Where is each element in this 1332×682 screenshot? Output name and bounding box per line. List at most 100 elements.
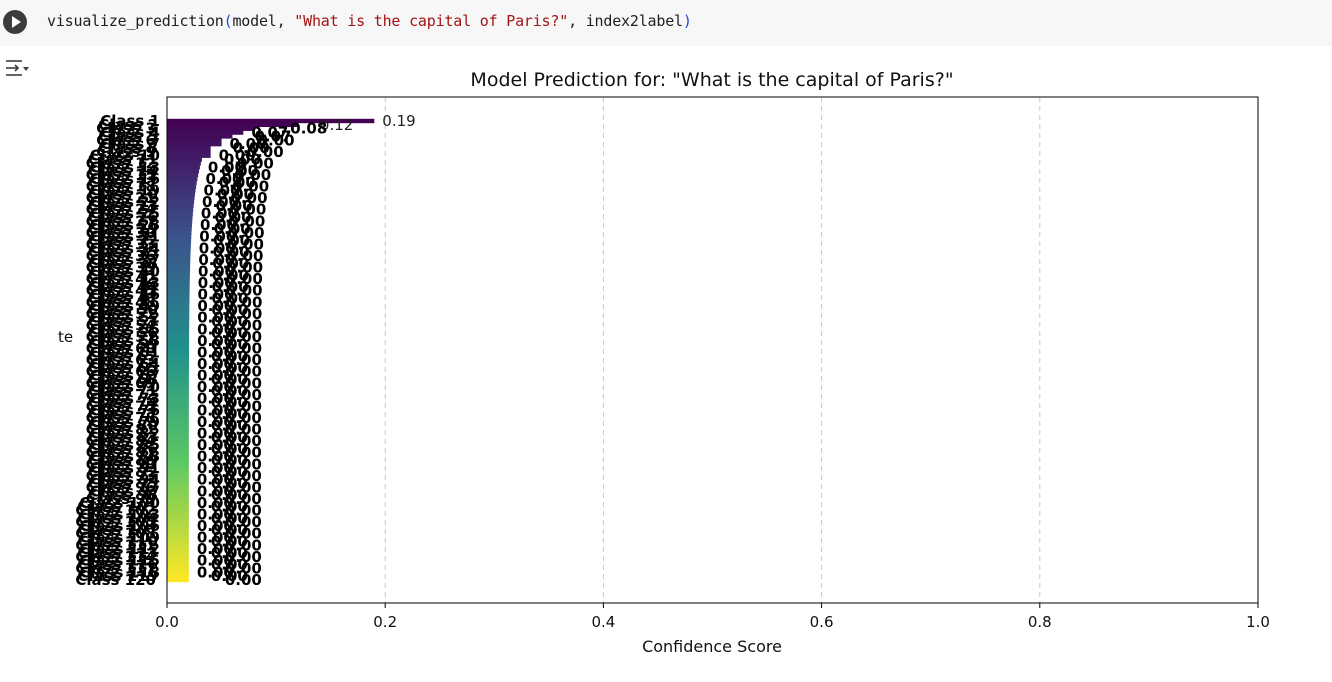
bar-58 bbox=[167, 342, 190, 347]
bar-72 bbox=[167, 396, 189, 401]
bar-60 bbox=[167, 350, 190, 355]
y-tick-label-6: Class 7 bbox=[100, 135, 160, 153]
bar-46 bbox=[167, 296, 190, 301]
value-label-15: 0.00 bbox=[205, 170, 242, 188]
value-label-96: 0.00 bbox=[197, 482, 234, 500]
bar-90 bbox=[167, 465, 189, 471]
code-open-paren: ( bbox=[223, 12, 233, 30]
value-label-10: 0.00 bbox=[224, 151, 261, 169]
value-label-14: 0.00 bbox=[234, 166, 271, 184]
bar-70 bbox=[167, 388, 189, 394]
value-label-88: 0.00 bbox=[211, 451, 248, 469]
bar-92 bbox=[167, 473, 189, 479]
y-tick-label-96: Class 97 bbox=[90, 482, 160, 500]
y-tick-label-22: Class 23 bbox=[88, 197, 158, 215]
value-label-76: 0.00 bbox=[211, 405, 248, 423]
y-tick-label-95: Class 96 bbox=[86, 478, 156, 496]
bar-99 bbox=[167, 500, 189, 506]
bar-51 bbox=[167, 315, 190, 320]
bar-84 bbox=[167, 442, 189, 448]
value-label-22: 0.00 bbox=[216, 197, 253, 215]
bar-59 bbox=[167, 346, 190, 351]
value-label-65: 0.00 bbox=[225, 363, 262, 381]
value-label-5: 0.00 bbox=[258, 131, 295, 149]
bar-54 bbox=[167, 327, 190, 332]
bar-77 bbox=[167, 415, 189, 421]
value-label-48: 0.00 bbox=[197, 297, 234, 315]
bar-97 bbox=[167, 492, 189, 498]
value-label-74: 0.00 bbox=[225, 397, 262, 415]
y-tick-label-99: Class 100 bbox=[79, 494, 160, 512]
value-label-61: 0.00 bbox=[211, 347, 248, 365]
output-toggle-button[interactable] bbox=[4, 58, 30, 80]
value-label-104: 0.00 bbox=[225, 513, 262, 531]
bar-81 bbox=[167, 431, 189, 436]
bar-33 bbox=[167, 246, 191, 251]
y-tick-label-94: Class 95 bbox=[88, 475, 158, 493]
y-tick-label-80: Class 81 bbox=[86, 421, 156, 439]
y-tick-label-81: Class 82 bbox=[90, 424, 160, 442]
bar-104 bbox=[167, 519, 189, 525]
bar-64 bbox=[167, 365, 189, 371]
y-tick-label-58: Class 59 bbox=[88, 336, 158, 354]
code-line[interactable]: visualize_prediction(model, "What is the… bbox=[47, 12, 692, 30]
y-tick-label-71: Class 72 bbox=[86, 386, 156, 404]
x-tick-label-4: 0.8 bbox=[1028, 613, 1052, 631]
value-label-18: 0.00 bbox=[204, 181, 241, 199]
value-label-109: 0.00 bbox=[211, 532, 248, 550]
y-tick-label-56: Class 57 bbox=[86, 328, 156, 346]
y-tick-label-11: Class 12 bbox=[86, 154, 156, 172]
bar-19 bbox=[167, 192, 196, 197]
value-label-46: 0.00 bbox=[211, 289, 248, 307]
value-label-72: 0.00 bbox=[197, 390, 234, 408]
y-tick-label-109: Class 110 bbox=[77, 532, 158, 550]
value-label-107: 0.00 bbox=[225, 525, 262, 543]
y-tick-label-82: Class 83 bbox=[88, 428, 158, 446]
value-label-51: 0.00 bbox=[197, 309, 234, 327]
y-tick-label-75: Class 76 bbox=[90, 401, 160, 419]
bar-20 bbox=[167, 195, 195, 201]
bar-96 bbox=[167, 489, 189, 494]
bar-102 bbox=[167, 512, 189, 517]
bar-17 bbox=[167, 184, 197, 189]
y-tick-label-49: Class 50 bbox=[88, 301, 158, 319]
bar-103 bbox=[167, 516, 189, 521]
code-string-arg: "What is the capital of Paris?" bbox=[294, 12, 569, 30]
bar-47 bbox=[167, 300, 190, 305]
x-axis-label: Confidence Score bbox=[642, 637, 782, 656]
code-cell[interactable]: visualize_prediction(model, "What is the… bbox=[0, 0, 1332, 46]
bar-66 bbox=[167, 373, 189, 378]
bar-63 bbox=[167, 361, 189, 367]
y-tick-label-48: Class 49 bbox=[90, 297, 160, 315]
value-label-119: 0.00 bbox=[225, 571, 262, 589]
y-tick-label-77: Class 78 bbox=[86, 409, 156, 427]
x-tick-label-3: 0.6 bbox=[810, 613, 834, 631]
y-tick-label-14: Class 15 bbox=[86, 166, 156, 184]
bar-98 bbox=[167, 496, 189, 502]
value-label-52: 0.00 bbox=[211, 313, 248, 331]
y-tick-label-55: Class 56 bbox=[88, 324, 158, 342]
value-label-53: 0.00 bbox=[225, 316, 262, 334]
bar-88 bbox=[167, 458, 189, 463]
value-label-25: 0.00 bbox=[215, 208, 252, 226]
bar-89 bbox=[167, 462, 189, 467]
bar-22 bbox=[167, 203, 194, 209]
value-label-6: 0.00 bbox=[230, 135, 267, 153]
run-cell-button[interactable] bbox=[3, 10, 27, 34]
bar-24 bbox=[167, 211, 193, 216]
chart-title: Model Prediction for: "What is the capit… bbox=[470, 69, 953, 91]
code-function: visualize_prediction bbox=[47, 12, 224, 30]
y-tick-label-60: Class 61 bbox=[90, 343, 160, 361]
value-label-87: 0.00 bbox=[197, 448, 234, 466]
value-label-29: 0.00 bbox=[228, 224, 265, 242]
bar-38 bbox=[167, 265, 191, 270]
y-tick-label-115: Class 116 bbox=[77, 556, 158, 574]
y-tick-label-43: Class 44 bbox=[88, 278, 158, 296]
value-label-89: 0.00 bbox=[225, 455, 262, 473]
y-tick-label-3: Class 4 bbox=[100, 124, 160, 142]
bar-15 bbox=[167, 176, 198, 182]
x-tick-label-0: 0.0 bbox=[155, 613, 179, 631]
y-label-fragment: te bbox=[58, 328, 73, 346]
y-tick-label-72: Class 73 bbox=[90, 390, 160, 408]
y-tick-label-91: Class 92 bbox=[88, 463, 158, 481]
